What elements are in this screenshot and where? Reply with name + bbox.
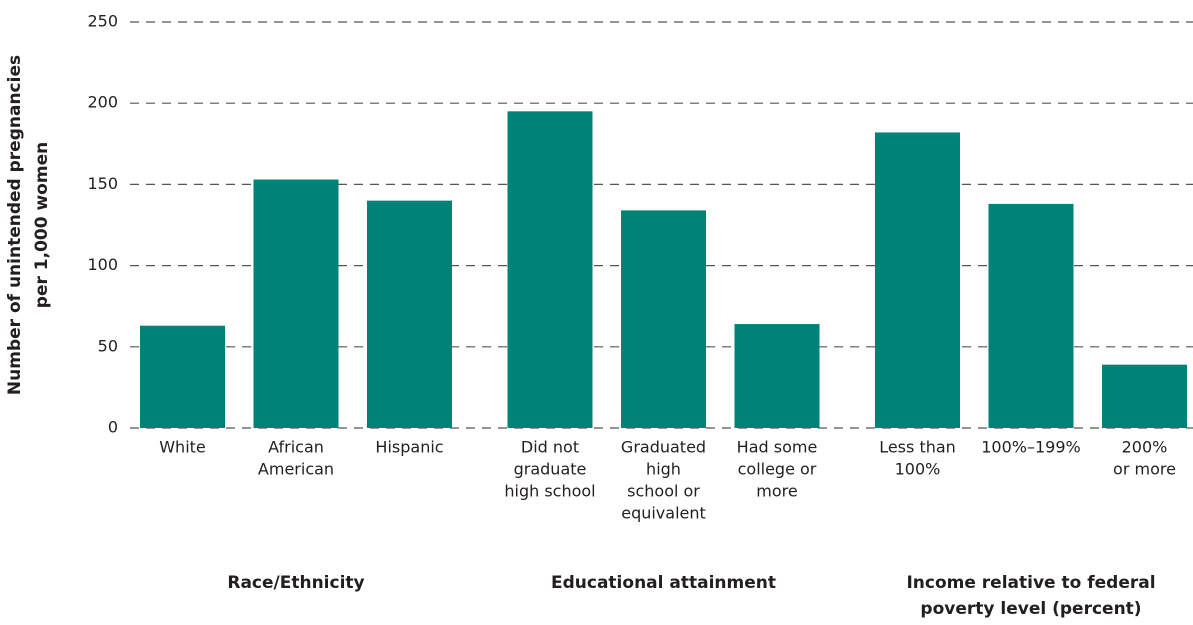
y-tick-label: 0 xyxy=(108,418,118,437)
x-tick-label: or more xyxy=(1113,460,1176,479)
x-tick-label: equivalent xyxy=(621,504,706,523)
x-tick-label: graduate xyxy=(514,460,587,479)
x-tick-label: Did not xyxy=(521,438,579,457)
bar xyxy=(734,324,820,428)
group-label: Income relative to federal xyxy=(906,573,1155,593)
x-tick-label: Hispanic xyxy=(375,438,443,457)
y-tick-label: 50 xyxy=(98,336,118,355)
x-tick-label: White xyxy=(159,438,206,457)
bar xyxy=(507,111,593,428)
x-tick-label: 100% xyxy=(895,460,941,479)
group-label: poverty level (percent) xyxy=(920,599,1141,619)
bar xyxy=(988,203,1074,428)
x-tick-label: Graduated xyxy=(621,438,706,457)
y-tick-label: 150 xyxy=(87,174,118,193)
y-tick-label: 100 xyxy=(87,255,118,274)
x-tick-label: college or xyxy=(738,460,817,479)
bar xyxy=(1102,364,1187,428)
x-tick-label: school or xyxy=(627,482,700,501)
bar xyxy=(140,325,225,428)
x-tick-label: Less than xyxy=(879,438,956,457)
x-tick-label: 100%–199% xyxy=(981,438,1080,457)
x-tick-label: Had some xyxy=(737,438,818,457)
x-tick-label: American xyxy=(258,460,334,479)
bar xyxy=(875,132,960,428)
x-tick-label: high xyxy=(646,460,681,479)
y-axis-label: Number of unintended pregnancies xyxy=(5,55,25,395)
bar xyxy=(367,200,452,428)
x-tick-label: more xyxy=(756,482,797,501)
y-tick-label: 250 xyxy=(87,12,118,31)
group-label: Educational attainment xyxy=(551,573,776,593)
y-tick-label: 200 xyxy=(87,93,118,112)
x-tick-label: high school xyxy=(504,482,595,501)
x-tick-label: African xyxy=(268,438,324,457)
x-tick-label: 200% xyxy=(1122,438,1168,457)
y-axis-label: per 1,000 women xyxy=(32,142,52,308)
bar xyxy=(253,179,339,428)
group-label: Race/Ethnicity xyxy=(227,573,364,593)
bar xyxy=(621,210,706,428)
